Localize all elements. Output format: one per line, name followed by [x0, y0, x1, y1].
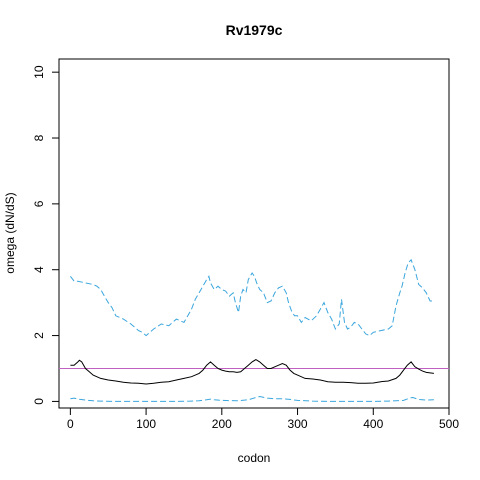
y-tick-label: 2: [32, 332, 46, 339]
y-axis: 0 2 4 6 8 10: [32, 65, 60, 405]
y-tick-label: 0: [32, 398, 46, 405]
chart-title: Rv1979c: [226, 22, 283, 38]
y-tick-label: 6: [32, 200, 46, 207]
y-tick-label: 10: [32, 65, 46, 79]
y-tick-label: 8: [32, 134, 46, 141]
x-axis: 0 100 200 300 400 500: [67, 407, 459, 431]
y-tick-label: 4: [32, 266, 46, 273]
x-tick-label: 500: [439, 417, 459, 431]
lower-bound-line: [70, 395, 434, 402]
omega-line: [70, 359, 434, 385]
y-axis-label: omega (dN/dS): [3, 192, 17, 273]
x-tick-label: 400: [363, 417, 383, 431]
x-tick-label: 0: [67, 417, 74, 431]
plot-frame: [58, 58, 450, 409]
x-axis-label: codon: [238, 451, 271, 465]
x-tick-label: 300: [288, 417, 308, 431]
x-tick-label: 100: [136, 417, 156, 431]
x-tick-label: 200: [212, 417, 232, 431]
plot-area: [59, 258, 449, 402]
upper-bound-line: [70, 258, 434, 337]
